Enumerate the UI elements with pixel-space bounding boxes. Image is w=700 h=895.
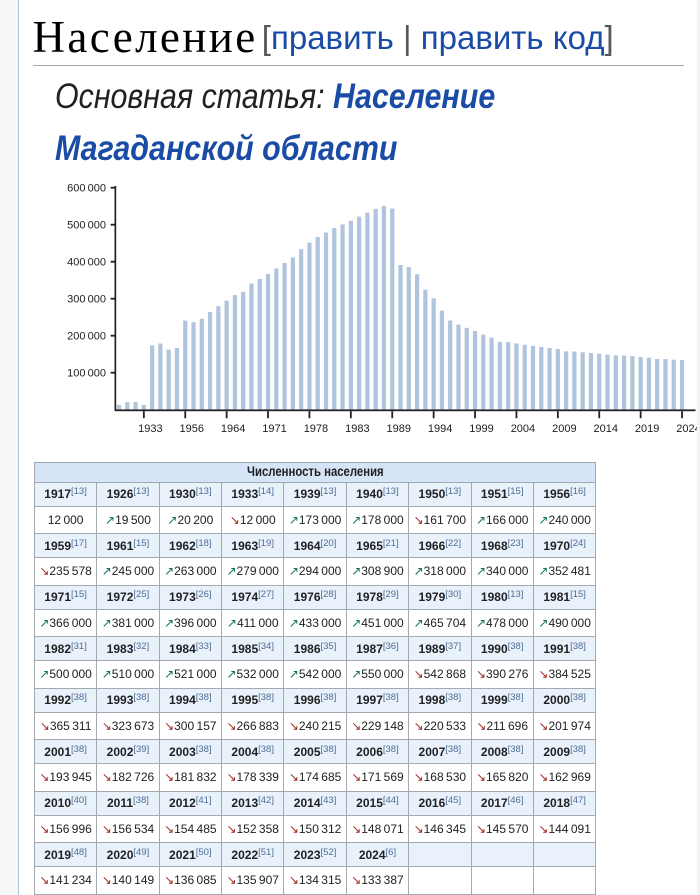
svg-text:2019: 2019 — [635, 423, 659, 435]
svg-text:1971: 1971 — [262, 423, 286, 435]
svg-text:400 000: 400 000 — [67, 257, 106, 269]
svg-text:1964: 1964 — [221, 423, 245, 435]
svg-text:100 000: 100 000 — [67, 368, 106, 380]
svg-text:200 000: 200 000 — [67, 331, 106, 343]
svg-text:1933: 1933 — [138, 423, 162, 435]
svg-text:1989: 1989 — [386, 423, 410, 435]
svg-text:300 000: 300 000 — [67, 294, 106, 306]
svg-text:1994: 1994 — [428, 423, 452, 435]
svg-text:1999: 1999 — [469, 423, 493, 435]
svg-text:2009: 2009 — [552, 423, 576, 435]
svg-text:2024: 2024 — [676, 423, 700, 435]
svg-text:1956: 1956 — [179, 423, 203, 435]
svg-text:500 000: 500 000 — [67, 220, 106, 232]
svg-text:600 000: 600 000 — [67, 183, 106, 195]
svg-text:1978: 1978 — [304, 423, 328, 435]
svg-text:1983: 1983 — [345, 423, 369, 435]
svg-text:2004: 2004 — [511, 423, 535, 435]
svg-text:2014: 2014 — [593, 423, 617, 435]
